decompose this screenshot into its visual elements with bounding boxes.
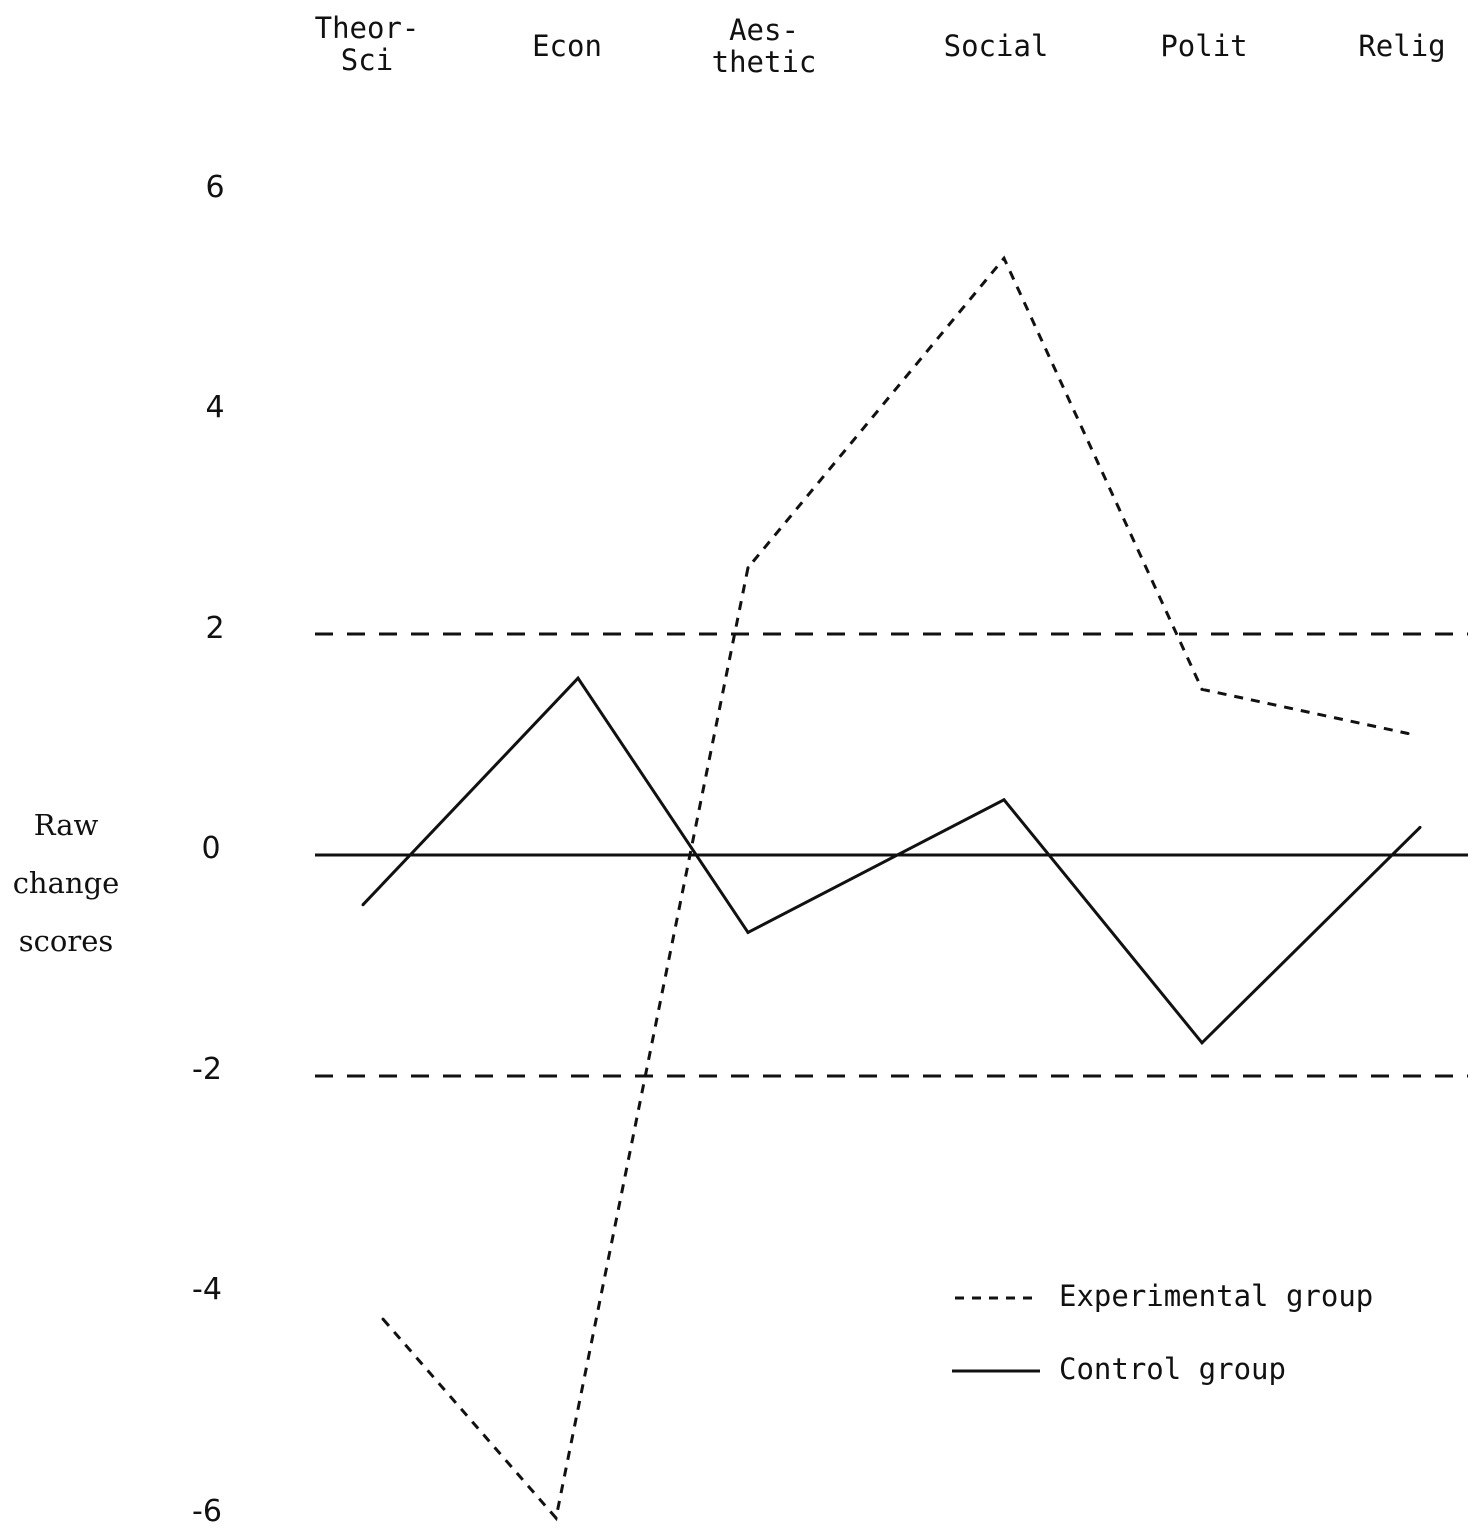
control-group-point-aes-thetic <box>746 930 750 934</box>
y-tick-label-6: 6 <box>205 170 225 205</box>
y-tick-label-minus-4: -4 <box>192 1272 222 1307</box>
control-group-point-theor-sci <box>361 903 365 907</box>
y-tick-label-4: 4 <box>205 390 225 425</box>
y-axis-title-line-1: Raw <box>33 808 99 842</box>
legend-label-experimental: Experimental group <box>1059 1279 1374 1313</box>
category-label-theor-sci: Theor- Sci <box>314 11 420 77</box>
control-group-line <box>361 675 1422 1046</box>
y-tick-label-minus-2: -2 <box>192 1052 222 1087</box>
y-axis-title: Raw change scores <box>10 796 122 970</box>
control-group-point-econ <box>576 676 580 680</box>
y-axis-title-line-3: scores <box>18 924 114 958</box>
category-label-relig: Relig <box>1358 29 1446 63</box>
control-group-point-social <box>1002 798 1006 802</box>
experimental-group-point-relig <box>1406 732 1410 735</box>
category-label-social: Social <box>943 29 1049 63</box>
y-axis-title-line-2: change <box>12 866 120 900</box>
category-label-polit: Polit <box>1160 29 1248 63</box>
experimental-group-point-social <box>1002 256 1006 260</box>
category-label-aesthetic: Aes- thetic <box>711 13 817 79</box>
y-tick-label-minus-6: -6 <box>192 1494 222 1529</box>
category-label-econ: Econ <box>532 29 602 63</box>
experimental-group-point-theor-sci <box>381 1317 385 1321</box>
experimental-group-point-polit <box>1200 687 1204 691</box>
experimental-group-point-aes-thetic <box>746 566 750 570</box>
control-group-point-relig <box>1418 825 1422 829</box>
y-tick-label-0: 0 <box>201 831 221 866</box>
experimental-group-line <box>381 255 1409 1522</box>
y-tick-label-2: 2 <box>205 611 225 646</box>
experimental-group-point-econ <box>554 1516 558 1520</box>
control-group-point-polit <box>1200 1041 1204 1045</box>
legend-label-control: Control group <box>1059 1352 1286 1386</box>
